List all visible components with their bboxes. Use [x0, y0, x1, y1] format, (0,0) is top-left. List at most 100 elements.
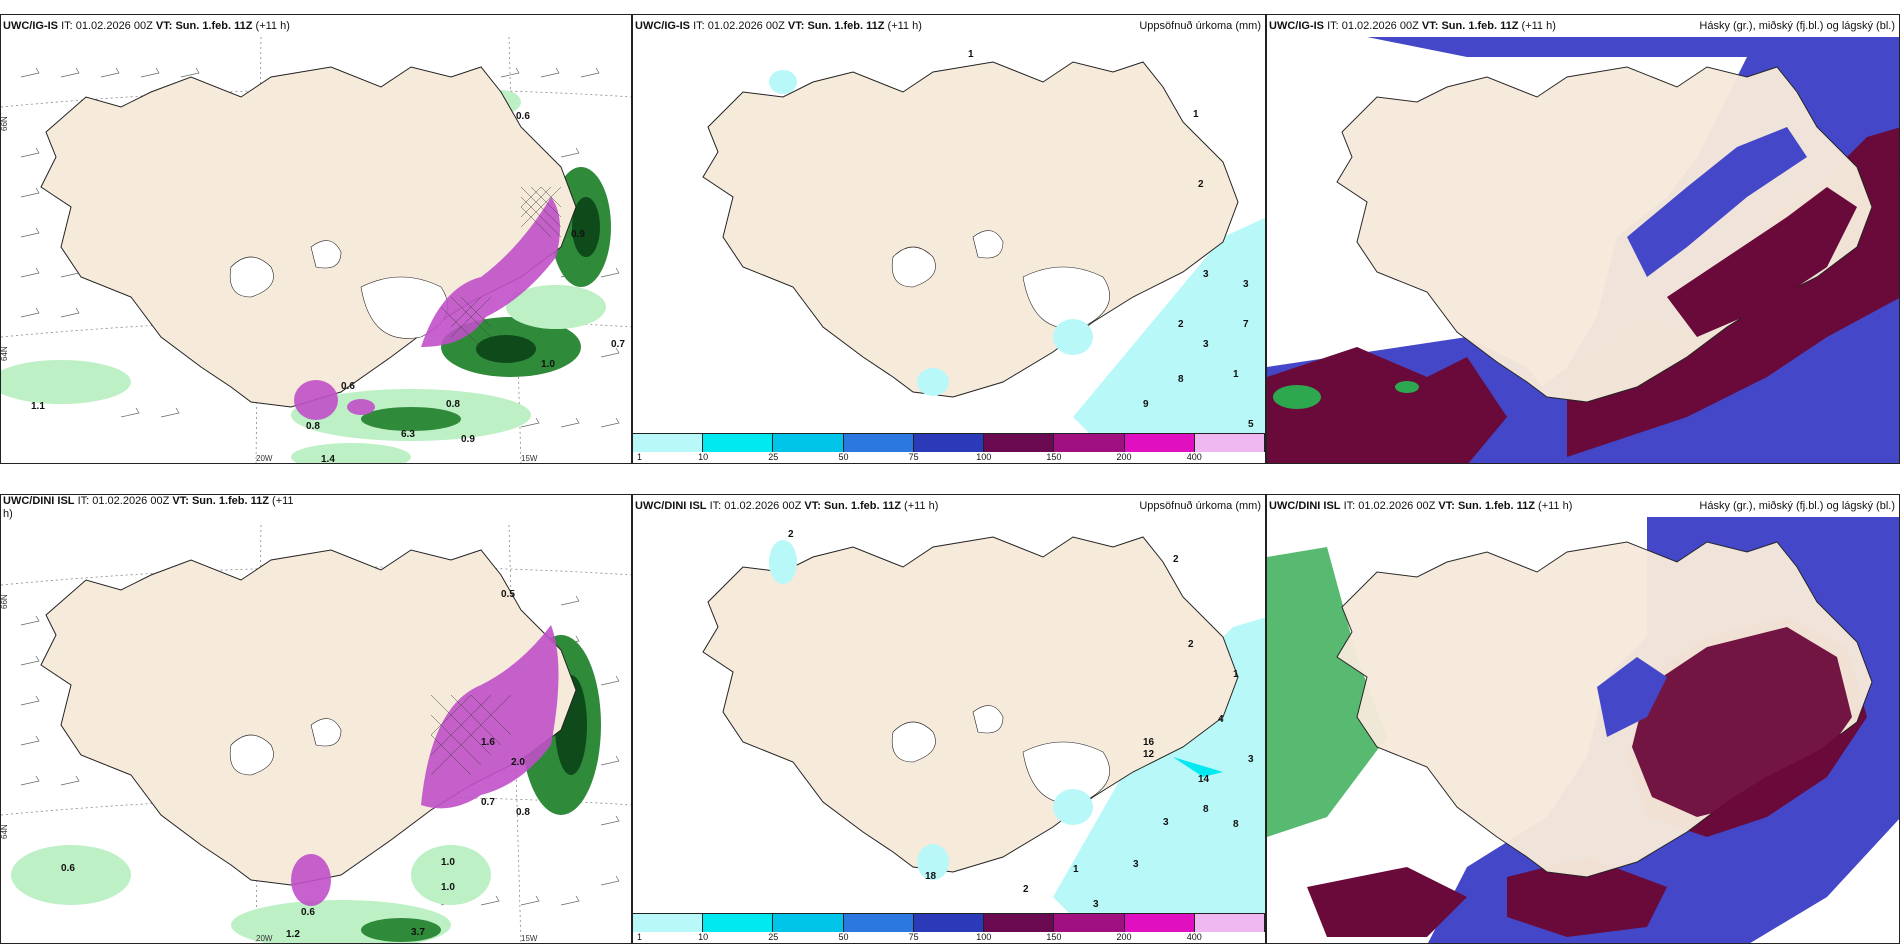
precip-value: 1.0: [541, 359, 555, 370]
glaciers: [229, 718, 342, 776]
colorbar-label: 1: [637, 932, 643, 942]
precip-value: 3: [1133, 859, 1139, 870]
panel-header: UWC/IG-IS IT: 01.02.2026 00Z VT: Sun. 1.…: [633, 15, 1265, 37]
lead-time-wrap: h): [3, 508, 13, 520]
iceland-land: [702, 61, 1239, 398]
colorbar-label: 75: [908, 932, 919, 942]
precip-value: 8: [1233, 819, 1239, 830]
precip-value: 8: [1203, 804, 1209, 815]
lon-label: 15W: [521, 934, 538, 943]
init-time: 01.02.2026 00Z: [1341, 20, 1419, 32]
colorbar-label: 75: [908, 452, 919, 462]
init-time: 01.02.2026 00Z: [724, 500, 802, 512]
cyan-precip: [769, 70, 1093, 396]
axis-labels: 66N 64N 20W 15W: [1, 594, 538, 943]
high-cloud: [1395, 381, 1419, 393]
colorbar-swatch: [703, 434, 774, 452]
panel-header: UWC/DINI ISL IT: 01.02.2026 00Z VT: Sun.…: [633, 495, 1265, 517]
lead-time: (+11 h): [904, 500, 939, 512]
precip-value: 3: [1243, 279, 1249, 290]
vt-label: VT:: [1438, 500, 1455, 512]
cloud-cover-map: [1267, 517, 1899, 943]
panel-bottom-middle: UWC/DINI ISL IT: 01.02.2026 00Z VT: Sun.…: [632, 494, 1266, 944]
panel-top-middle: UWC/IG-IS IT: 01.02.2026 00Z VT: Sun. 1.…: [632, 14, 1266, 464]
low-cloud-over-land: [1597, 657, 1667, 737]
mid-cloud: [1307, 867, 1467, 937]
panel-bottom-right: UWC/DINI ISL IT: 01.02.2026 00Z VT: Sun.…: [1266, 494, 1900, 944]
precip-value: 3: [1248, 754, 1254, 765]
colorbar-labels: 1 10 25 50 75 100 150 200 400: [633, 932, 1265, 943]
precip-value: 2: [1178, 319, 1184, 330]
colorbar-swatch: [913, 914, 985, 932]
model-name: UWC/DINI ISL: [3, 495, 75, 507]
precip-value: 0.5: [501, 589, 515, 600]
panel-top-left: UWC/IG-IS IT: 01.02.2026 00Z VT: Sun. 1.…: [0, 14, 632, 464]
snow-shading: [291, 625, 559, 906]
glaciers: [229, 240, 448, 339]
colorbar-swatch: [843, 914, 914, 932]
colorbar-label: 50: [838, 452, 849, 462]
colorbar-swatch: [633, 914, 704, 932]
it-label: IT:: [709, 500, 722, 512]
colorbar-label: 50: [838, 932, 849, 942]
map-subtitle: Hásky (gr.), miðský (fj.bl.) og lágský (…: [1699, 15, 1895, 37]
valid-time: Sun. 1.feb. 11Z: [823, 500, 901, 512]
colorbar-label: 150: [1046, 932, 1062, 942]
precip-value: 3: [1093, 899, 1099, 910]
precip-value: 2.0: [511, 757, 525, 768]
precip-colorbar: 1 10 25 50 75 100 150 200 400: [633, 433, 1265, 463]
wind-precip-map: 0.5 1.6 2.0 0.7 0.6 1.0 1.0 0.6 3.7 1.2 …: [1, 525, 631, 943]
precip-value: 0.6: [341, 381, 355, 392]
high-cloud: [1267, 547, 1387, 837]
precip-value: 0.8: [516, 807, 530, 818]
rain-shading: [1073, 217, 1265, 437]
mid-cloud: [1507, 857, 1667, 937]
colorbar-label: 25: [768, 452, 779, 462]
axis-labels: 66N 64N 20W 15W: [1, 116, 538, 463]
value-labels: 2 2 2 1 4 12 16 14 3 8 3 8 3 2 1 18 3: [788, 529, 1254, 910]
colorbar-label: 150: [1046, 452, 1062, 462]
model-name: UWC/DINI ISL: [635, 500, 707, 512]
valid-time: Sun. 1.feb. 11Z: [1457, 500, 1535, 512]
glaciers: [891, 230, 1110, 329]
lat-label: 66N: [1, 116, 9, 131]
precip-value: 3.7: [411, 927, 425, 938]
lead-time: (+11: [272, 495, 294, 507]
colorbar-label: 10: [698, 452, 709, 462]
colorbar-swatch: [843, 434, 914, 452]
lead-time: (+11 h): [1521, 20, 1556, 32]
colorbar-swatch: [773, 914, 844, 932]
precip-value: 1: [968, 49, 974, 60]
precip-colorbar: 1 10 25 50 75 100 150 200 400: [633, 913, 1265, 943]
precip-value: 7: [1243, 319, 1249, 330]
precip-value: 4: [1218, 714, 1224, 725]
colorbar-label: 100: [976, 932, 992, 942]
precip-value: 14: [1198, 774, 1210, 785]
snow-shading: [294, 197, 560, 420]
precip-value: 0.8: [446, 399, 460, 410]
it-label: IT:: [77, 495, 90, 507]
init-time: 01.02.2026 00Z: [707, 20, 785, 32]
colorbar-label: 1: [637, 452, 643, 462]
panel-header: UWC/DINI ISL IT: 01.02.2026 00Z VT: Sun.…: [1, 495, 631, 525]
precip-value: 0.7: [611, 339, 625, 350]
precip-value: 2: [1023, 884, 1029, 895]
lon-label: 20W: [256, 454, 273, 463]
vt-label: VT:: [172, 495, 189, 507]
lon-label: 15W: [521, 454, 538, 463]
init-time: 01.02.2026 00Z: [1358, 500, 1436, 512]
vt-label: VT:: [155, 20, 173, 32]
precip-value: 3: [1203, 339, 1209, 350]
precip-value: 2: [788, 529, 794, 540]
value-labels: 0.5 1.6 2.0 0.7 0.6 1.0 1.0 0.6 3.7 1.2 …: [61, 589, 530, 940]
lead-time: (+11 h): [255, 20, 290, 32]
panel-header: UWC/IG-IS IT: 01.02.2026 00Z VT: Sun. 1.…: [1, 15, 631, 37]
precip-value: 12: [1143, 749, 1155, 760]
precip-value: 0.6: [61, 863, 75, 874]
lat-label: 66N: [1, 594, 9, 609]
colorbar-label: 200: [1116, 452, 1132, 462]
colorbar-swatch: [1054, 914, 1125, 932]
panel-top-right: UWC/IG-IS IT: 01.02.2026 00Z VT: Sun. 1.…: [1266, 14, 1900, 464]
iceland-land: [702, 536, 1239, 873]
model-name: UWC/IG-IS: [635, 20, 690, 32]
